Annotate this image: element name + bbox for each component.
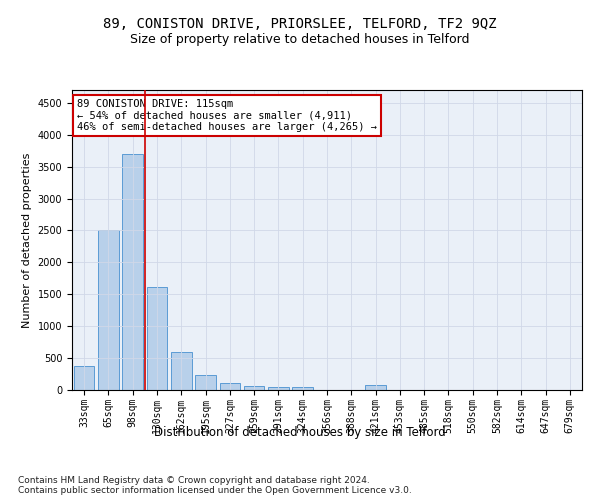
Bar: [244, 386, 265, 390]
Text: 89 CONISTON DRIVE: 115sqm
← 54% of detached houses are smaller (4,911)
46% of se: 89 CONISTON DRIVE: 115sqm ← 54% of detac…: [77, 99, 377, 132]
Bar: [171, 352, 191, 390]
Bar: [74, 366, 94, 390]
Bar: [365, 385, 386, 390]
Text: 89, CONISTON DRIVE, PRIORSLEE, TELFORD, TF2 9QZ: 89, CONISTON DRIVE, PRIORSLEE, TELFORD, …: [103, 18, 497, 32]
Text: Size of property relative to detached houses in Telford: Size of property relative to detached ho…: [130, 32, 470, 46]
Bar: [146, 286, 167, 390]
Bar: [268, 387, 289, 390]
Y-axis label: Number of detached properties: Number of detached properties: [22, 152, 32, 328]
Text: Distribution of detached houses by size in Telford: Distribution of detached houses by size …: [154, 426, 446, 439]
Bar: [292, 387, 313, 390]
Bar: [195, 374, 216, 390]
Bar: [122, 154, 143, 390]
Bar: [98, 230, 119, 390]
Bar: [220, 383, 240, 390]
Text: Contains HM Land Registry data © Crown copyright and database right 2024.
Contai: Contains HM Land Registry data © Crown c…: [18, 476, 412, 495]
